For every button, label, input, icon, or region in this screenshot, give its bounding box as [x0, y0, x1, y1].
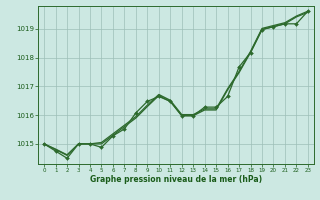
X-axis label: Graphe pression niveau de la mer (hPa): Graphe pression niveau de la mer (hPa) — [90, 175, 262, 184]
